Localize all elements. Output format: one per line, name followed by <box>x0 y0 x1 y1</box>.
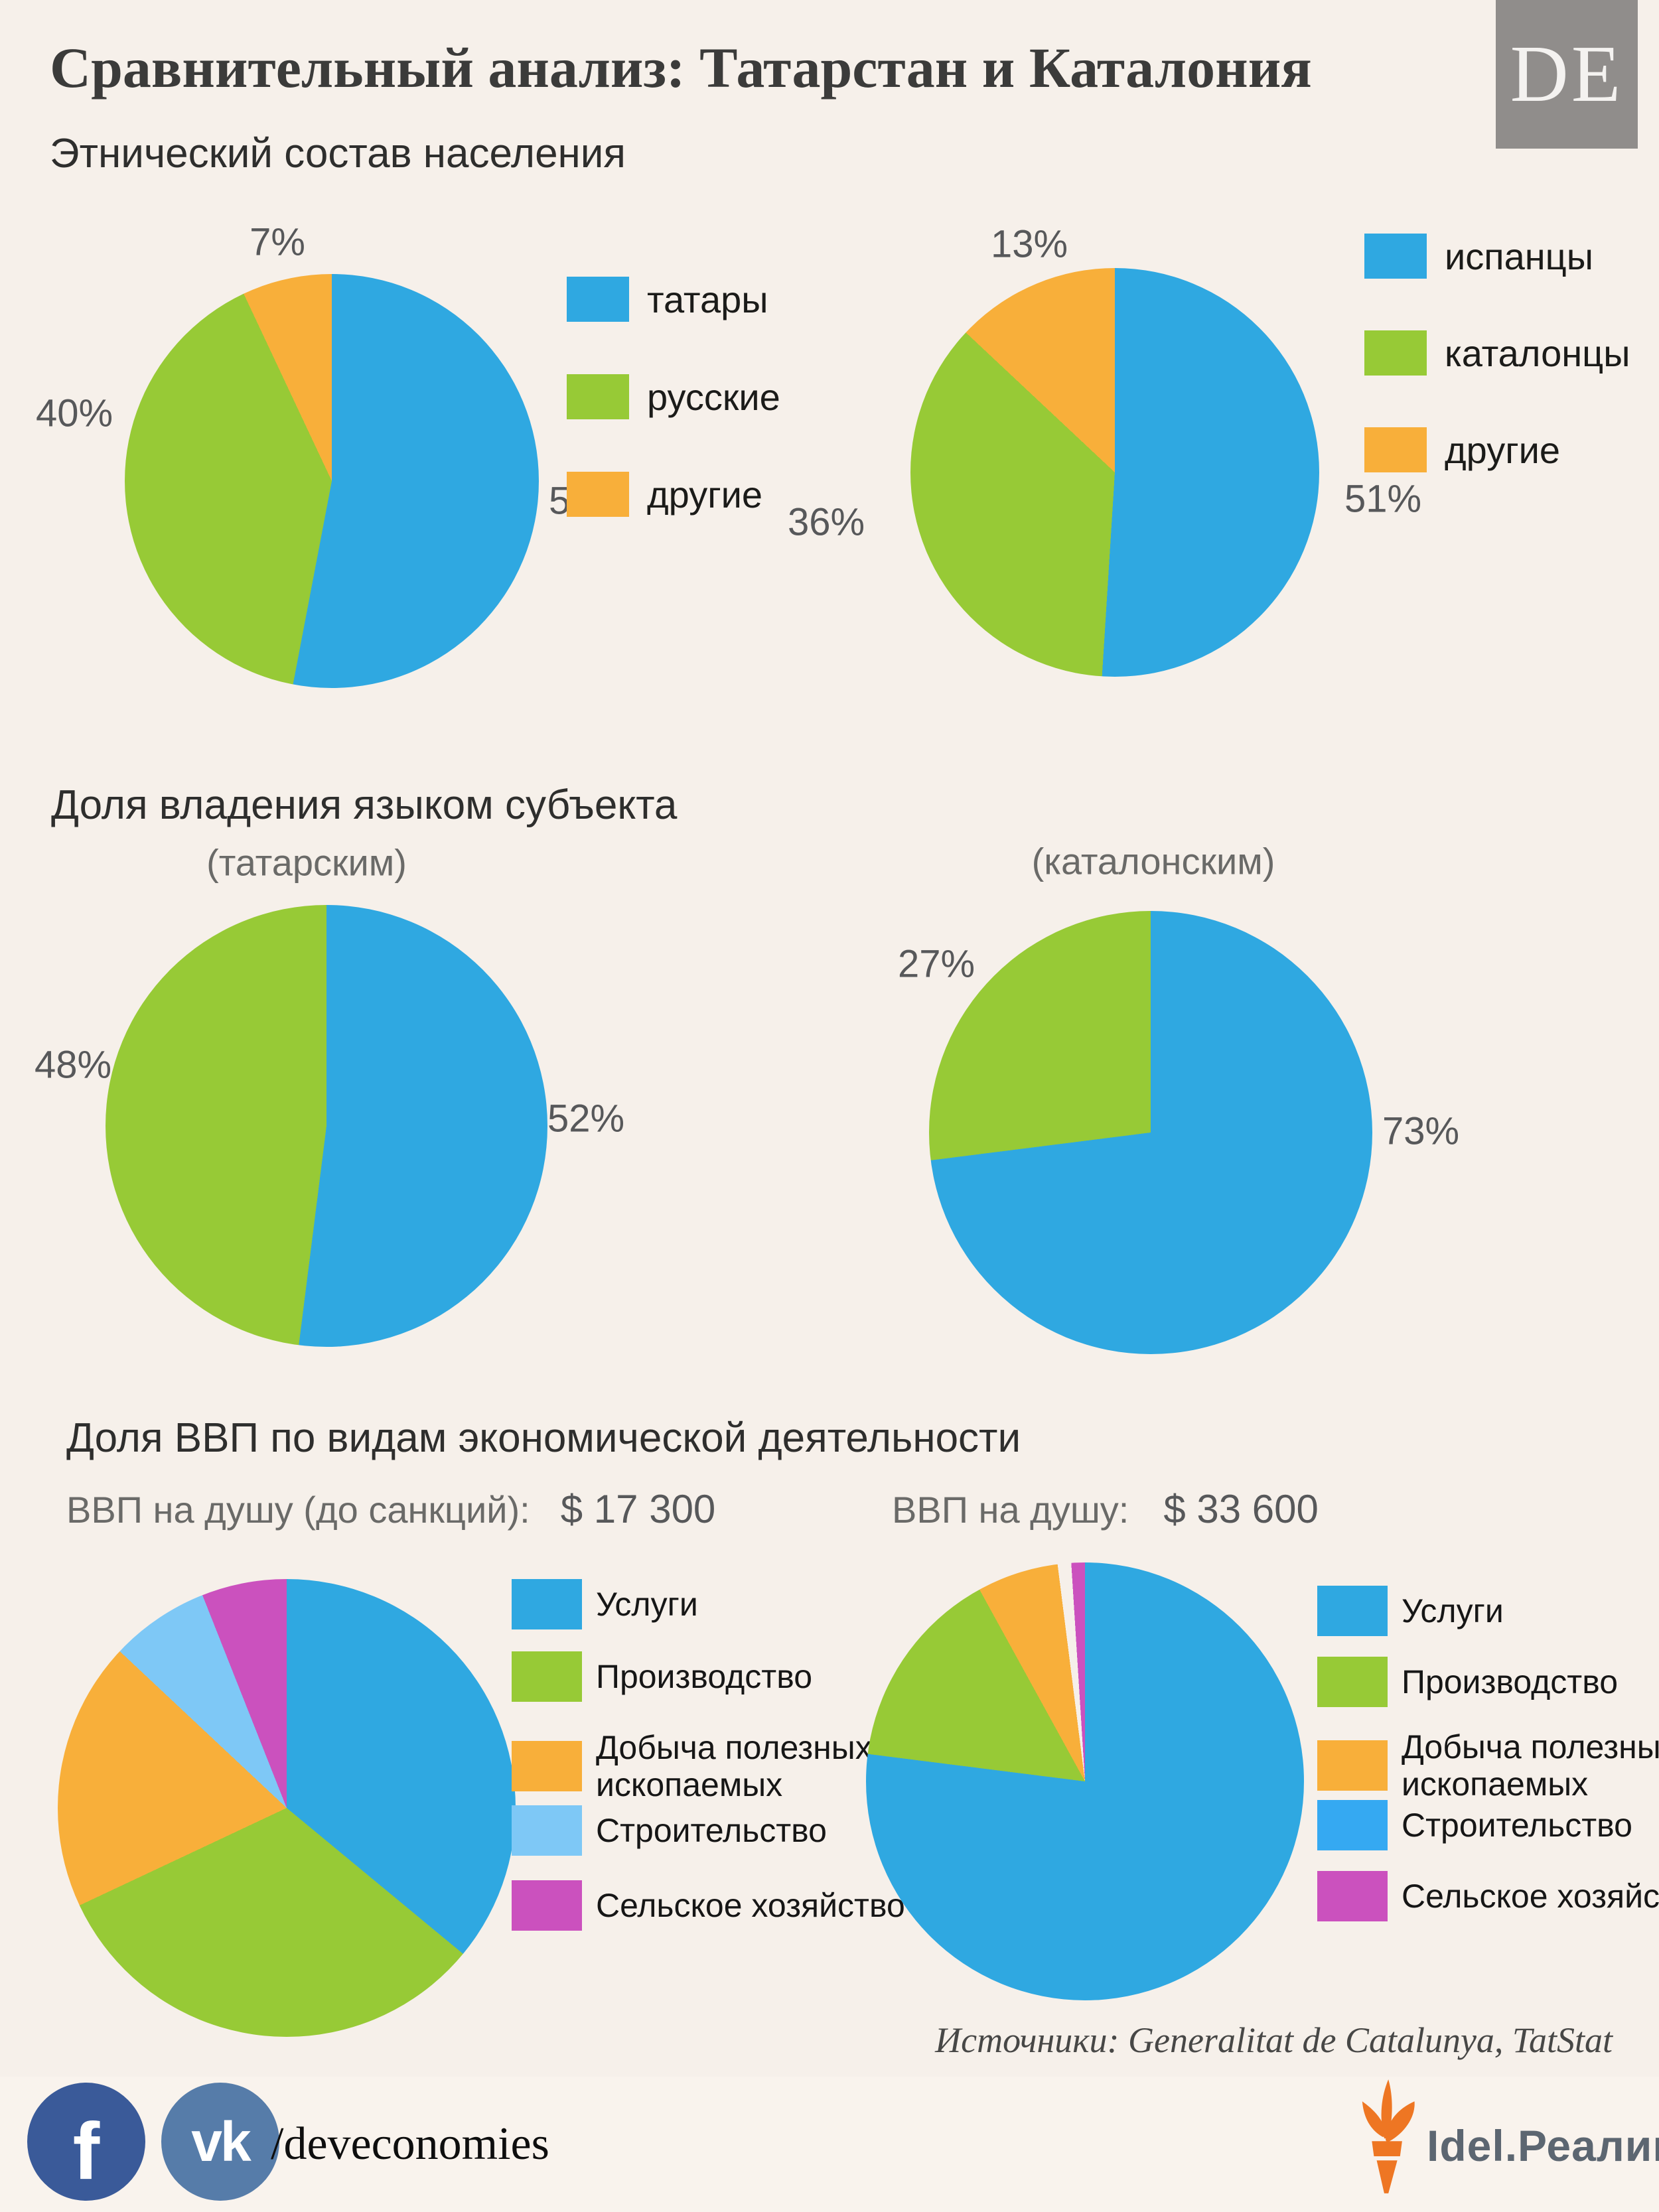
de-logo-text: DE <box>1510 29 1624 119</box>
idel-realii-logo-text: Idel.Реалии <box>1427 2121 1659 2170</box>
torch-right-flame <box>1386 2101 1415 2143</box>
legend-label: Производство <box>1402 1663 1619 1700</box>
legend-label: другие <box>1445 429 1561 471</box>
caption-catalan-language: (каталонским) <box>1031 840 1275 882</box>
legend-swatch-russians <box>567 374 629 419</box>
legend-item: Производство <box>512 1651 921 1702</box>
legend-label: Услуги <box>1402 1592 1504 1629</box>
legend-item: Строительство <box>1317 1800 1659 1850</box>
pie-ethnic-tatarstan-label-russians: 40% <box>35 391 113 435</box>
page-title: Сравнительный анализ: Татарстан и Катало… <box>50 36 1312 100</box>
social-handle: /deveconomies <box>271 2118 549 2170</box>
legend-label: Добыча полезных ископаемых <box>1402 1728 1659 1803</box>
pie-language-catalonia-label-speak: 73% <box>1382 1109 1460 1153</box>
legend-swatch-services <box>512 1579 582 1629</box>
pie-ethnic-tatarstan-label-others: 7% <box>250 220 305 264</box>
vk-icon[interactable]: vk <box>161 2083 279 2201</box>
pie-language-tatarstan <box>106 905 547 1347</box>
legend-swatch-manufacturing <box>512 1651 582 1702</box>
gdp-value-tatarstan: $ 17 300 <box>560 1487 716 1531</box>
legend-item: русские <box>567 374 780 419</box>
pie-ethnic-tatarstan <box>125 274 539 688</box>
pie-ethnic-catalonia-label-catalans: 36% <box>787 500 865 544</box>
legend-label: другие <box>647 473 763 516</box>
gdp-caption-catalonia: ВВП на душу: $ 33 600 <box>892 1486 1319 1532</box>
legend-item: Сельское хозяйство <box>1317 1871 1659 1921</box>
legend-label: Строительство <box>1402 1807 1632 1844</box>
legend-swatch-manufacturing <box>1317 1657 1388 1707</box>
torch-left-leaf <box>1362 2101 1387 2138</box>
torch-cone <box>1376 2160 1398 2193</box>
legend-swatch-others <box>1364 427 1427 472</box>
legend-item: татары <box>567 277 768 322</box>
pie-ethnic-catalonia-label-others: 13% <box>990 222 1068 266</box>
legend-label: испанцы <box>1445 235 1593 277</box>
legend-label: Строительство <box>596 1812 827 1849</box>
torch-center-flame <box>1381 2079 1392 2139</box>
legend-item: Добыча полезных ископаемых <box>512 1729 921 1803</box>
legend-item: Сельское хозяйство <box>512 1880 921 1931</box>
caption-tatar-language: (татарским) <box>206 841 407 884</box>
legend-swatch-tatars <box>567 277 629 322</box>
legend-swatch-agriculture <box>512 1880 582 1931</box>
legend-swatch-catalans <box>1364 330 1427 376</box>
legend-item: каталонцы <box>1364 330 1630 376</box>
legend-item: Услуги <box>1317 1586 1659 1636</box>
legend-item: Строительство <box>512 1805 921 1856</box>
torch-icon <box>1362 2079 1415 2193</box>
language-section-title: Доля владения языком субъекта <box>51 782 678 828</box>
legend-label: каталонцы <box>1445 332 1630 374</box>
de-logo: DE <box>1496 0 1638 149</box>
legend-item: другие <box>1364 427 1560 472</box>
pie-gdp-tatarstan <box>58 1579 516 2037</box>
torch-band <box>1372 2141 1402 2157</box>
legend-label: Сельское хозяйство <box>1402 1878 1659 1915</box>
legend-swatch-services <box>1317 1586 1388 1636</box>
legend-swatch-mining <box>512 1741 582 1791</box>
legend-item: Производство <box>1317 1657 1659 1707</box>
gdp-section-title: Доля ВВП по видам экономической деятельн… <box>66 1415 1021 1461</box>
vk-letters: vk <box>191 2110 251 2173</box>
gdp-caption-tatarstan-text: ВВП на душу (до санкций): <box>66 1489 530 1531</box>
legend-item: Добыча полезных ископаемых <box>1317 1728 1659 1803</box>
source-note: Источники: Generalitat de Catalunya, Tat… <box>935 2020 1613 2060</box>
legend-label: Услуги <box>596 1586 698 1623</box>
legend-swatch-agriculture <box>1317 1871 1388 1921</box>
legend-item: испанцы <box>1364 234 1593 279</box>
facebook-icon[interactable]: f <box>27 2083 145 2201</box>
pie-ethnic-catalonia-label-spaniards: 51% <box>1344 477 1422 521</box>
legend-label: татары <box>647 278 768 320</box>
legend-label: Производство <box>596 1658 813 1695</box>
facebook-letter: f <box>72 2106 100 2196</box>
legend-swatch-spaniards <box>1364 234 1427 279</box>
ethnic-section-title: Этнический состав населения <box>50 131 626 176</box>
gdp-caption-catalonia-text: ВВП на душу: <box>892 1489 1129 1531</box>
legend-swatch-mining <box>1317 1740 1388 1791</box>
pie-language-tatarstan-label-notspeak: 48% <box>34 1043 112 1087</box>
legend-swatch-construction <box>1317 1800 1388 1850</box>
gdp-value-catalonia: $ 33 600 <box>1163 1487 1319 1531</box>
legend-label: Сельское хозяйство <box>596 1887 905 1924</box>
legend-label: русские <box>647 376 780 418</box>
legend-swatch-others <box>567 472 629 517</box>
pie-language-catalonia <box>929 911 1372 1354</box>
pie-language-tatarstan-label-speak: 52% <box>547 1097 625 1141</box>
gdp-caption-tatarstan: ВВП на душу (до санкций): $ 17 300 <box>66 1486 715 1532</box>
pie-gdp-catalonia <box>866 1562 1304 2000</box>
legend-label: Добыча полезных ископаемых <box>596 1729 872 1803</box>
legend-item: Услуги <box>512 1579 921 1629</box>
legend-swatch-construction <box>512 1805 582 1856</box>
legend-item: другие <box>567 472 762 517</box>
pie-ethnic-catalonia <box>910 268 1319 677</box>
pie-language-catalonia-label-notspeak: 27% <box>897 942 975 986</box>
